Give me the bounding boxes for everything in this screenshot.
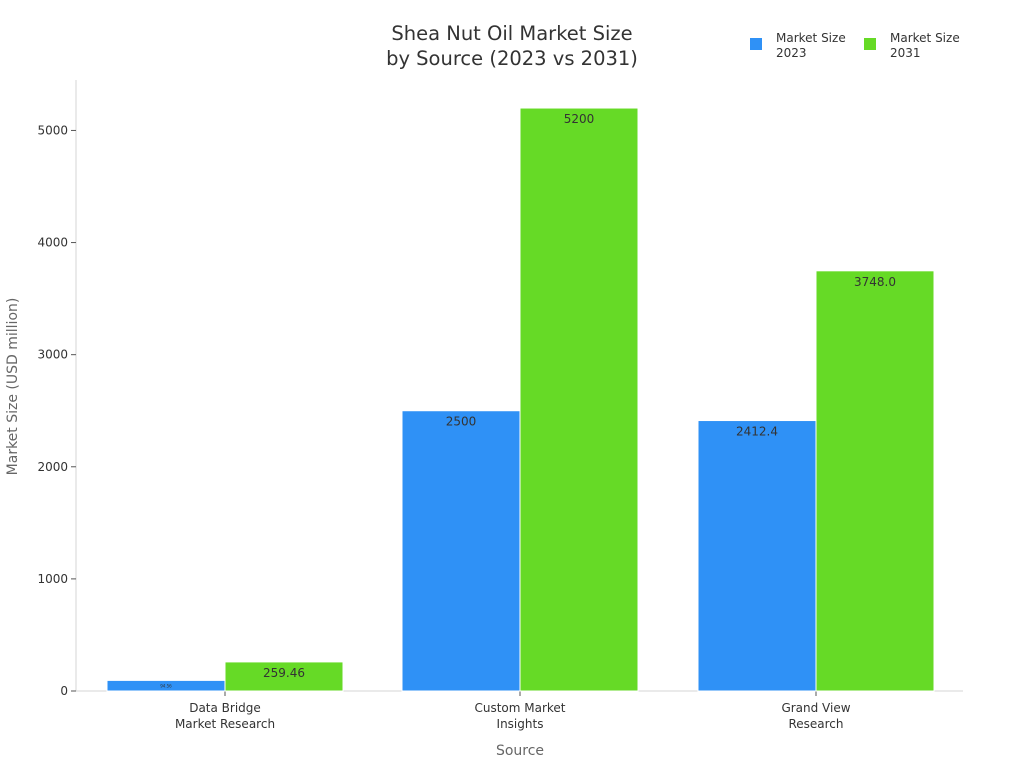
x-tick-label: Data Bridge	[189, 701, 261, 715]
x-tick-label: Market Research	[175, 717, 275, 731]
bar-data-label: 259.46	[263, 666, 305, 680]
y-tick-label: 0	[60, 684, 68, 698]
x-axis-label: Source	[496, 743, 544, 759]
bar-2031	[519, 107, 639, 692]
y-tick-label: 4000	[37, 236, 68, 250]
legend-swatch	[864, 38, 876, 50]
x-tick-label: Grand View	[781, 701, 850, 715]
legend-label: 2023	[776, 46, 807, 60]
x-tick-label: Research	[788, 717, 843, 731]
x-tick-label: Insights	[497, 717, 544, 731]
bar-2023	[401, 410, 521, 692]
bar-2031	[224, 661, 344, 692]
legend-label: Market Size	[890, 31, 960, 45]
y-tick-label: 3000	[37, 348, 68, 362]
legend-label: 2031	[890, 46, 921, 60]
y-axis-label: Market Size (USD million)	[5, 298, 21, 476]
bar-data-label: 94.56	[160, 684, 172, 689]
y-tick-label: 2000	[37, 460, 68, 474]
bar-data-label: 2412.4	[736, 425, 778, 439]
bar-data-label: 3748.0	[854, 275, 896, 289]
bar-data-label: 2500	[446, 415, 477, 429]
bar-2023	[697, 420, 817, 692]
chart-title-line: Shea Nut Oil Market Size	[391, 22, 632, 45]
y-tick-label: 1000	[37, 572, 68, 586]
bar-2031	[815, 270, 935, 692]
legend-swatch	[750, 38, 762, 50]
legend-label: Market Size	[776, 31, 846, 45]
y-tick-label: 5000	[37, 123, 68, 137]
bar-data-label: 5200	[564, 112, 595, 126]
x-tick-label: Custom Market	[474, 701, 565, 715]
chart-title-line: by Source (2023 vs 2031)	[386, 47, 638, 70]
